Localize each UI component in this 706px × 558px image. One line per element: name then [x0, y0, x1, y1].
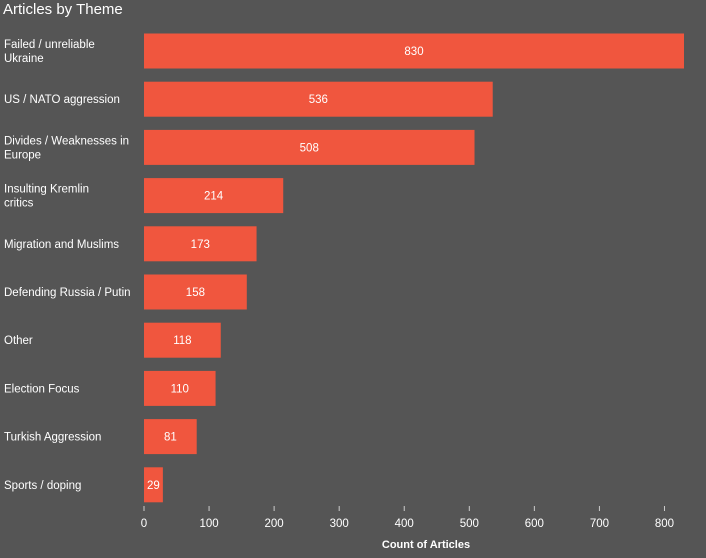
bar: [144, 419, 197, 455]
category-label: US / NATO aggression: [4, 94, 120, 106]
category-label: Divides / Weaknesses in Europe: [4, 135, 129, 161]
bar: [144, 81, 493, 117]
bar-value-label: 830: [404, 46, 423, 58]
bar: [144, 322, 221, 358]
x-tick-label: 300: [330, 518, 349, 530]
category-label: Migration and Muslims: [4, 239, 119, 251]
x-axis: 0 100 200 300 400 500 600 700 800: [141, 506, 674, 530]
category-label: Sports / doping: [4, 480, 81, 492]
bar: [144, 467, 163, 503]
x-tick-label: 100: [199, 518, 218, 530]
bar-value-label: 508: [300, 142, 319, 154]
x-tick-label: 800: [655, 518, 674, 530]
category-label: Defending Russia / Putin: [4, 287, 131, 299]
category-label: Other: [4, 335, 33, 347]
bar: [144, 370, 216, 406]
category-label: Election Focus: [4, 383, 80, 395]
bar-value-label: 214: [204, 191, 224, 203]
bar: [144, 129, 475, 165]
bar-value-label: 81: [164, 432, 177, 444]
bar: [144, 274, 247, 310]
x-tick-label: 200: [265, 518, 284, 530]
x-tick-label: 0: [141, 518, 147, 530]
bar-value-label: 158: [186, 287, 205, 299]
x-tick-label: 400: [395, 518, 414, 530]
chart-title: Articles by Theme: [3, 1, 123, 18]
bar: [144, 178, 284, 214]
x-axis-title: Count of Articles: [382, 539, 470, 551]
bar-value-label: 536: [309, 94, 328, 106]
bar-value-labels: 830 536 508 214 173 158 118 110 81 29: [147, 46, 424, 492]
category-label: Failed / unreliable Ukraine: [4, 39, 95, 65]
x-tick-label: 600: [525, 518, 544, 530]
category-labels: Failed / unreliable Ukraine US / NATO aggr…: [4, 39, 131, 492]
bar-value-label: 29: [147, 480, 160, 492]
x-tick-label: 500: [460, 518, 479, 530]
x-tick-label: 700: [590, 518, 609, 530]
bar: [144, 226, 257, 262]
bar-value-label: 173: [191, 239, 210, 251]
category-label: Turkish Aggression: [4, 432, 101, 444]
category-label: Insulting Kremlin critics: [4, 184, 89, 210]
bar-value-label: 110: [171, 383, 189, 395]
bar-value-label: 118: [173, 335, 191, 347]
bar: [144, 33, 684, 69]
bars: [144, 33, 684, 503]
